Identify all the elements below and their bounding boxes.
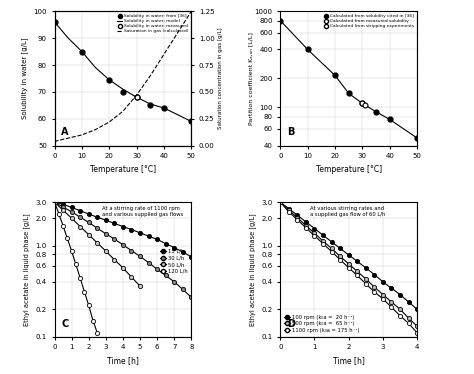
X-axis label: Time [h]: Time [h] bbox=[333, 356, 365, 365]
Text: At various stirring rates and
a supplied gas flow of 60 L/h: At various stirring rates and a supplied… bbox=[310, 206, 386, 217]
Y-axis label: Partition coefficient Kₐ,ₐₙ [L/L]: Partition coefficient Kₐ,ₐₙ [L/L] bbox=[248, 32, 253, 125]
X-axis label: Temperature [°C]: Temperature [°C] bbox=[90, 165, 156, 174]
Text: B: B bbox=[287, 127, 294, 137]
X-axis label: Time [h]: Time [h] bbox=[107, 356, 139, 365]
Legend: 15 L/h, 30 L/h, 50 L/h, 120 L/h: 15 L/h, 30 L/h, 50 L/h, 120 L/h bbox=[159, 248, 189, 275]
Y-axis label: Solubility in water [g/L]: Solubility in water [g/L] bbox=[21, 38, 28, 119]
Legend: Solubility in water: from [36], Solubility in water: model, Solubility in water:: Solubility in water: from [36], Solubili… bbox=[116, 13, 189, 34]
Text: C: C bbox=[61, 319, 69, 329]
Y-axis label: Saturation concentration in gas [g/L]: Saturation concentration in gas [g/L] bbox=[218, 28, 222, 129]
Text: D: D bbox=[287, 319, 295, 329]
Legend: 100 rpm (kₗₗa =  20 h⁻¹), 500 rpm (kₗₗa =  65 h⁻¹), 1100 rpm (kₗₗa = 175 h⁻¹): 100 rpm (kₗₗa = 20 h⁻¹), 500 rpm (kₗₗa =… bbox=[283, 314, 360, 334]
Legend: Calculated from solubility cited in [36], Calculated from measured solubility, C: Calculated from solubility cited in [36]… bbox=[323, 13, 415, 29]
Y-axis label: Ethyl acetate in liquid phase [g/L]: Ethyl acetate in liquid phase [g/L] bbox=[23, 213, 30, 326]
Text: A: A bbox=[61, 127, 69, 137]
Text: At a stirring rate of 1100 rpm
and various supplied gas flows: At a stirring rate of 1100 rpm and vario… bbox=[102, 206, 183, 217]
Y-axis label: Ethyl acetate in liquid phase [g/L]: Ethyl acetate in liquid phase [g/L] bbox=[249, 213, 256, 326]
X-axis label: Temperature [°C]: Temperature [°C] bbox=[316, 165, 382, 174]
